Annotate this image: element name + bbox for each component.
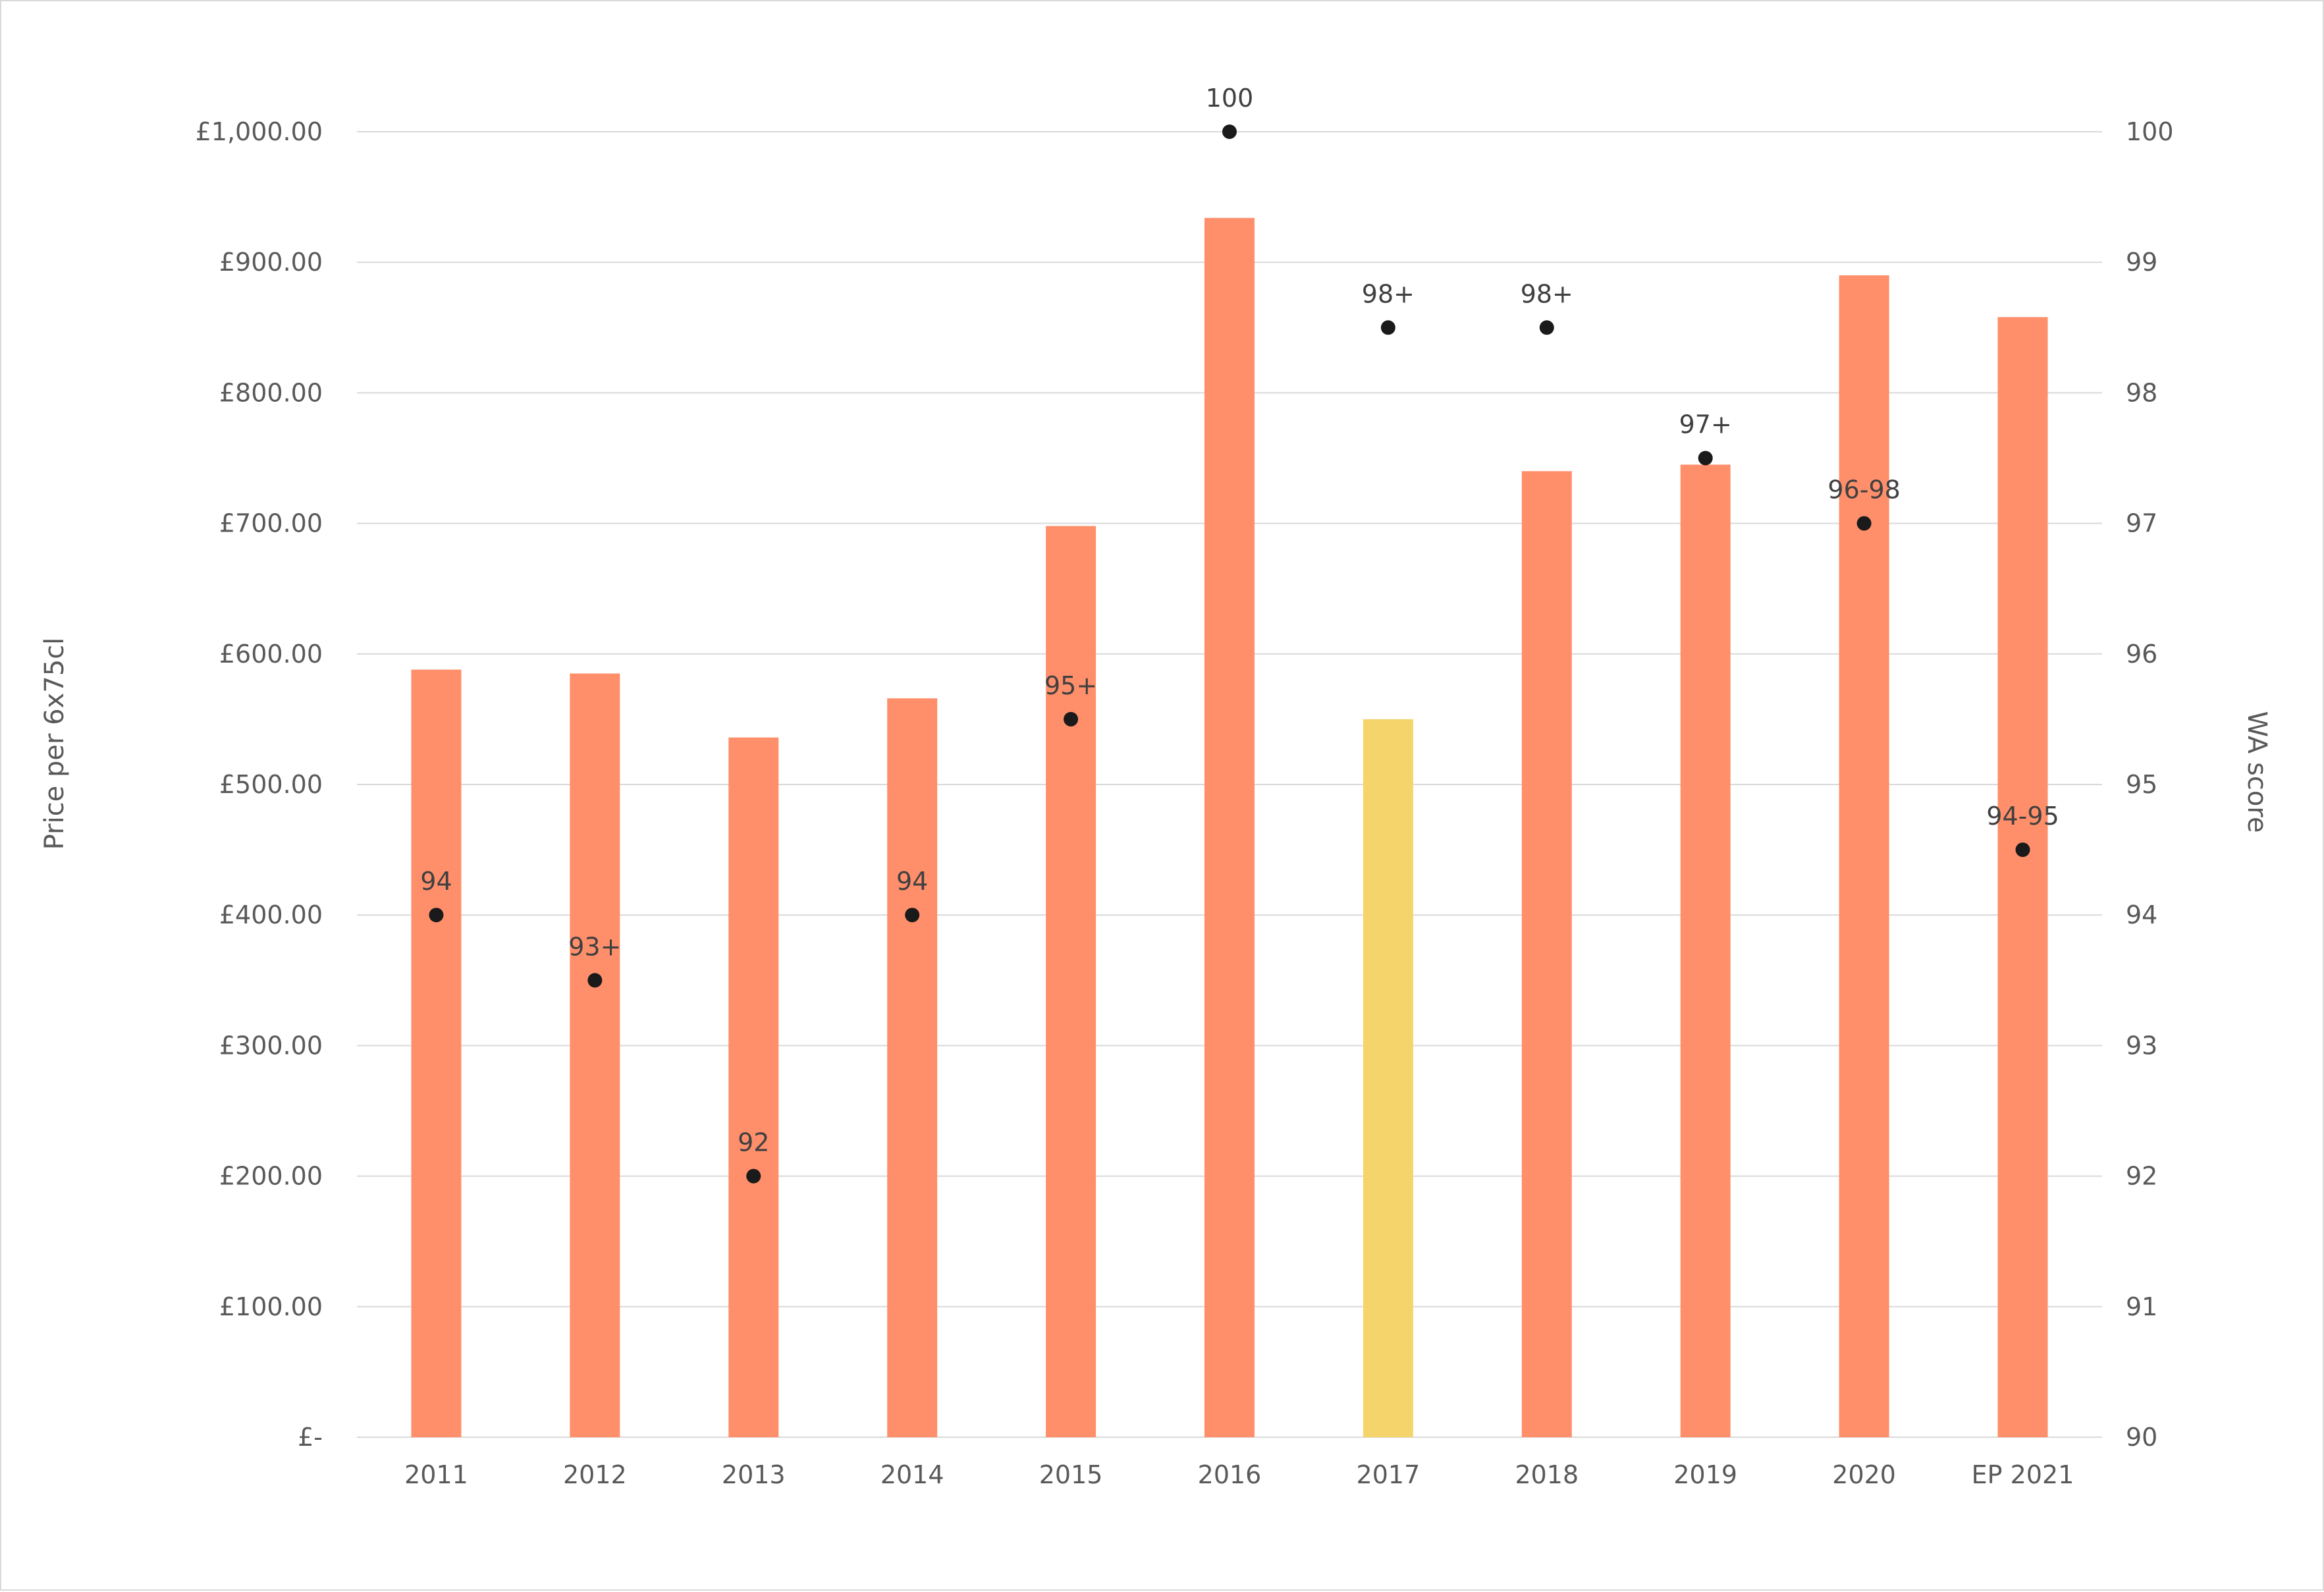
bar xyxy=(1839,275,1889,1437)
y2-tick-label: 96 xyxy=(2126,640,2157,669)
score-label: 98+ xyxy=(1521,279,1573,308)
y-tick-label: £700.00 xyxy=(219,509,323,538)
x-tick-label: 2015 xyxy=(1039,1460,1103,1489)
y-tick-label: £500.00 xyxy=(219,770,323,799)
x-tick-label: 2017 xyxy=(1357,1460,1420,1489)
x-tick-label: 2013 xyxy=(722,1460,786,1489)
bar xyxy=(570,673,620,1437)
y2-tick-label: 92 xyxy=(2126,1162,2157,1191)
score-point xyxy=(429,908,444,923)
bar xyxy=(411,669,462,1437)
score-point xyxy=(1856,516,1872,531)
y-tick-label: £900.00 xyxy=(219,248,323,277)
score-label: 92 xyxy=(738,1128,769,1157)
y2-tick-label: 99 xyxy=(2126,248,2157,277)
x-tick-label: 2014 xyxy=(880,1460,944,1489)
y-tick-label: £300.00 xyxy=(219,1031,323,1060)
left-axis-title: Price per 6x75cl xyxy=(40,638,70,850)
right-axis-title: WA score xyxy=(2242,711,2272,833)
x-tick-label: EP 2021 xyxy=(1972,1460,2074,1489)
y2-tick-label: 94 xyxy=(2126,900,2157,929)
score-point xyxy=(1064,711,1079,727)
score-point xyxy=(2015,842,2030,858)
y2-tick-label: 90 xyxy=(2126,1423,2157,1452)
y2-tick-label: 98 xyxy=(2126,378,2157,407)
x-axis-ticks: 2011 2012 2013 2014 2015 2016 2017 2018 2019 2020… xyxy=(404,1460,2074,1489)
y-tick-label: £100.00 xyxy=(219,1292,323,1321)
bar xyxy=(1521,471,1572,1437)
x-tick-label: 2020 xyxy=(1832,1460,1896,1489)
x-tick-label: 2012 xyxy=(563,1460,627,1489)
score-label: 93+ xyxy=(568,932,621,961)
score-label: 96-98 xyxy=(1827,476,1900,505)
bar xyxy=(728,737,779,1437)
score-label: 94 xyxy=(896,867,928,896)
score-label: 94-95 xyxy=(1986,802,2059,831)
score-point xyxy=(1380,320,1395,335)
y-tick-label: £200.00 xyxy=(219,1162,323,1191)
score-points: 94 93+ 92 94 95+ 100 98+ 98+ 97+ 96-98 94-95 xyxy=(420,84,2059,1184)
y-tick-label: £600.00 xyxy=(219,640,323,669)
score-label: 95+ xyxy=(1044,671,1097,700)
x-tick-label: 2011 xyxy=(404,1460,468,1489)
y2-tick-label: 93 xyxy=(2126,1031,2157,1060)
score-label: 100 xyxy=(1206,84,1254,113)
y-tick-label: £- xyxy=(298,1423,323,1452)
score-point xyxy=(1222,124,1237,139)
right-axis-ticks: 90 91 92 93 94 95 96 97 98 99 100 xyxy=(2126,117,2174,1452)
y2-tick-label: 91 xyxy=(2126,1292,2157,1321)
y2-tick-label: 97 xyxy=(2126,509,2157,538)
score-point xyxy=(587,973,603,988)
score-label: 94 xyxy=(420,867,452,896)
bar xyxy=(1363,719,1413,1437)
bar xyxy=(1997,317,2048,1438)
y2-tick-label: 95 xyxy=(2126,770,2157,799)
score-point xyxy=(746,1168,761,1184)
x-tick-label: 2016 xyxy=(1198,1460,1262,1489)
price-bars xyxy=(411,217,2048,1438)
y-tick-label: £1,000.00 xyxy=(196,117,323,146)
score-point xyxy=(1539,320,1554,335)
score-label: 97+ xyxy=(1679,410,1732,439)
score-point xyxy=(905,908,920,923)
bar xyxy=(1204,217,1255,1437)
bar xyxy=(887,698,938,1437)
x-tick-label: 2019 xyxy=(1673,1460,1737,1489)
y-tick-label: £800.00 xyxy=(219,378,323,407)
x-tick-label: 2018 xyxy=(1515,1460,1579,1489)
y2-tick-label: 100 xyxy=(2126,117,2174,146)
score-label: 98+ xyxy=(1362,279,1415,308)
left-axis-ticks: £- £100.00 £200.00 £300.00 £400.00 £500.00 £60… xyxy=(196,117,323,1452)
bar xyxy=(1680,464,1731,1438)
bar xyxy=(1046,526,1096,1438)
score-point xyxy=(1698,451,1713,466)
y-tick-label: £400.00 xyxy=(219,900,323,929)
